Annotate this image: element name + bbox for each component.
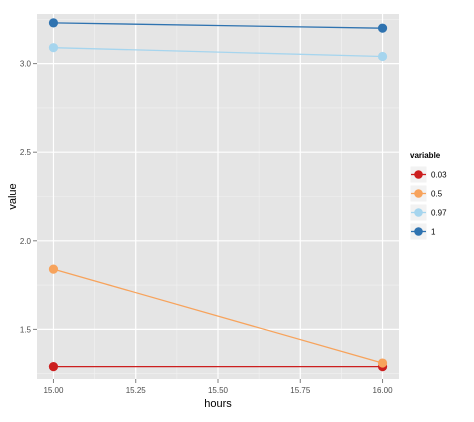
data-point-0.97 bbox=[48, 43, 59, 53]
legend-point-0.5 bbox=[414, 189, 423, 198]
y-tick-label: 3.0 bbox=[20, 60, 32, 69]
x-tick-label: 15.50 bbox=[208, 386, 229, 395]
series-line-0.97 bbox=[53, 47, 383, 58]
y-tick-label: 2.5 bbox=[20, 148, 32, 157]
data-point-0.5 bbox=[48, 264, 59, 274]
legend-point-1 bbox=[414, 227, 423, 236]
legend-label-0.03: 0.03 bbox=[431, 171, 447, 180]
legend-point-0.97 bbox=[414, 208, 423, 217]
legend-label-1: 1 bbox=[431, 228, 436, 237]
legend-label-0.5: 0.5 bbox=[431, 190, 443, 199]
legend-point-0.03 bbox=[414, 170, 423, 179]
series-line-1 bbox=[53, 22, 383, 29]
y-tick-label: 1.5 bbox=[20, 325, 32, 334]
y-tick-label: 2.0 bbox=[20, 237, 32, 246]
series-line-0.5 bbox=[53, 268, 383, 364]
legend-title: variable bbox=[410, 151, 441, 160]
data-point-0.03 bbox=[48, 361, 59, 372]
data-point-1 bbox=[48, 18, 59, 28]
data-point-0.5 bbox=[377, 358, 388, 368]
data-point-1 bbox=[377, 23, 388, 33]
data-point-0.97 bbox=[377, 51, 388, 62]
y-axis-label: value bbox=[7, 183, 19, 209]
x-axis-label: hours bbox=[204, 398, 232, 410]
x-tick-label: 15.75 bbox=[290, 386, 311, 395]
legend-label-0.97: 0.97 bbox=[431, 209, 447, 218]
x-tick-label: 15.00 bbox=[43, 386, 64, 395]
x-tick-label: 16.00 bbox=[373, 386, 394, 395]
x-tick-label: 15.25 bbox=[126, 386, 147, 395]
